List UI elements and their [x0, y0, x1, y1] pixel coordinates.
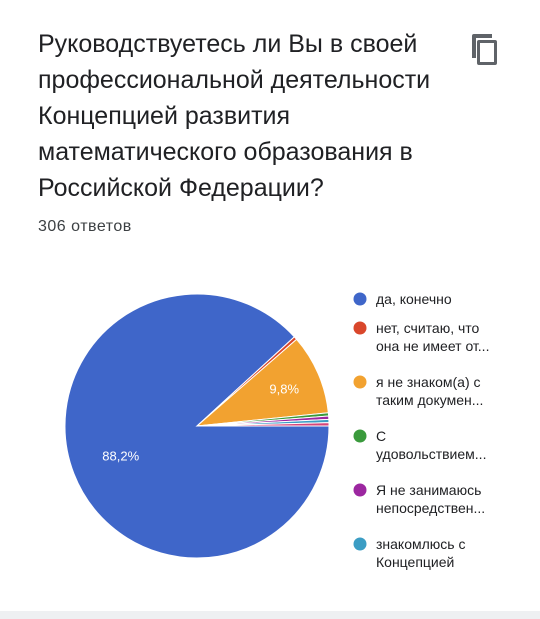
question-title-line: профессиональной деятельности	[38, 66, 431, 94]
question-title-line: Руководствуетесь ли Вы в своей	[38, 30, 418, 58]
legend-label: Я не занимаюсь	[376, 482, 481, 498]
legend-swatch	[353, 483, 367, 497]
legend-label: знакомлюсь с	[376, 536, 465, 552]
pie-data-labels: 88,2% 9,8%	[102, 381, 299, 463]
question-title-line: математического образования в	[38, 138, 413, 166]
response-count: 306 ответов	[38, 218, 132, 235]
legend-swatch	[353, 429, 367, 443]
legend-label: я не знаком(а) с	[376, 374, 481, 390]
legend-item[interactable]: Судовольствием...	[353, 428, 487, 462]
legend-label: она не имеет от...	[376, 338, 489, 354]
legend-swatch	[353, 375, 367, 389]
pie-chart: 88,2% 9,8% да, конечно нет, считаю, что она…	[64, 291, 490, 570]
pie-slice[interactable]	[196, 422, 330, 427]
legend-label: таким докумен...	[376, 392, 483, 408]
legend-swatch	[353, 537, 367, 551]
legend-swatch	[353, 321, 367, 335]
chart-legend: да, конечно нет, считаю, что она не имеет …	[353, 291, 490, 570]
legend-label: непосредствен...	[376, 500, 485, 516]
legend-item[interactable]: я не знаком(а) с таким докумен...	[353, 374, 484, 408]
pie-slice[interactable]	[195, 338, 329, 427]
legend-label: Концепцией	[376, 554, 454, 570]
copy-icon	[472, 34, 497, 65]
legend-item[interactable]: нет, считаю, что она не имеет от...	[353, 320, 490, 354]
legend-label: удовольствием...	[376, 446, 486, 462]
legend-label: нет, считаю, что	[376, 320, 480, 336]
pie-data-label: 9,8%	[269, 381, 299, 396]
card-bottom-edge	[0, 611, 540, 619]
legend-item[interactable]: да, конечно	[353, 291, 452, 307]
question-title: Руководствуетесь ли Вы в своей профессио…	[38, 26, 458, 206]
legend-label: С	[376, 428, 386, 444]
pie-data-label: 88,2%	[102, 449, 139, 464]
legend-swatch	[353, 292, 367, 306]
legend-item[interactable]: знакомлюсь с Концепцией	[353, 536, 466, 570]
question-title-line: Концепцией развития	[38, 102, 291, 130]
question-title-line: Российской Федерации?	[38, 174, 324, 202]
copy-chart-button[interactable]	[466, 30, 500, 68]
legend-label: да, конечно	[376, 291, 452, 307]
legend-item[interactable]: Я не занимаюсь непосредствен...	[353, 482, 486, 516]
pie-slices	[64, 293, 330, 559]
